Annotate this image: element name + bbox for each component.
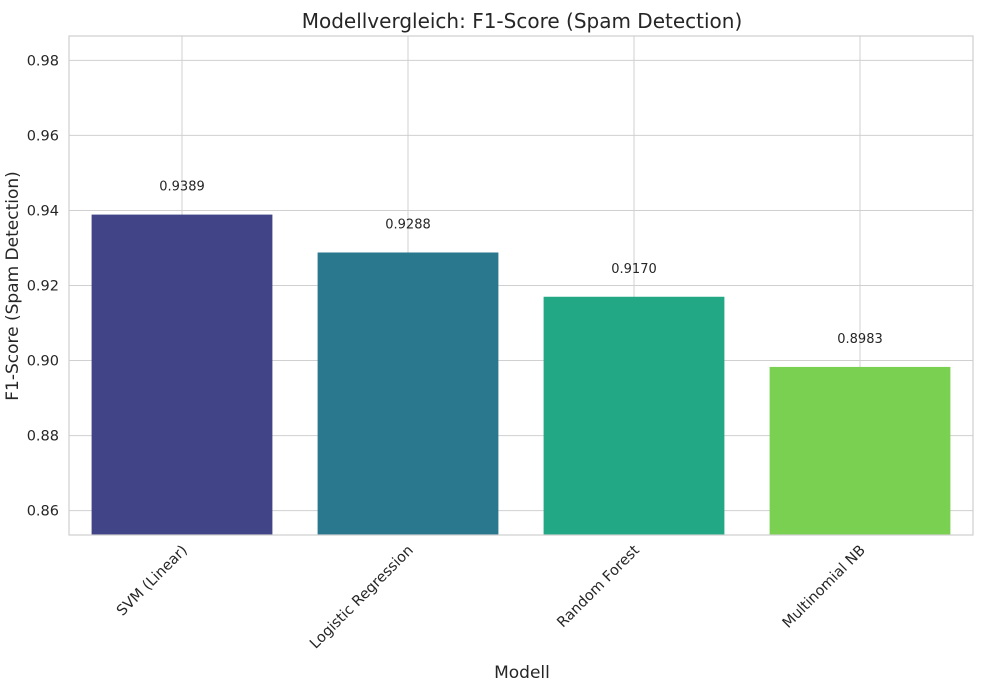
y-tick-label: 0.96 xyxy=(27,128,59,144)
chart-title: Modellvergleich: F1-Score (Spam Detectio… xyxy=(302,9,743,33)
bar-value-label: 0.9389 xyxy=(159,180,205,195)
y-tick-label: 0.86 xyxy=(27,504,59,520)
plot-frame xyxy=(68,35,974,536)
y-axis-ticks: 0.86 0.88 0.90 0.92 0.94 0.96 0.98 xyxy=(27,53,59,519)
bar xyxy=(317,252,499,535)
bar-value-label: 0.8983 xyxy=(837,332,883,347)
y-axis-label: F1-Score (Spam Detection) xyxy=(3,171,23,401)
y-tick-label: 0.90 xyxy=(27,354,59,370)
y-tick-label: 0.98 xyxy=(27,53,59,69)
bar xyxy=(91,214,273,535)
bar-value-label: 0.9288 xyxy=(385,217,431,232)
bars xyxy=(91,214,951,535)
bar xyxy=(769,366,951,535)
y-tick-label: 0.94 xyxy=(27,203,59,219)
bar xyxy=(543,296,725,535)
data-labels: 0.9389 0.9288 0.9170 0.8983 xyxy=(159,180,883,347)
y-tick-label: 0.92 xyxy=(27,279,59,295)
y-tick-label: 0.88 xyxy=(27,429,59,445)
x-axis-label: Modell xyxy=(494,663,550,683)
bar-value-label: 0.9170 xyxy=(611,262,657,277)
